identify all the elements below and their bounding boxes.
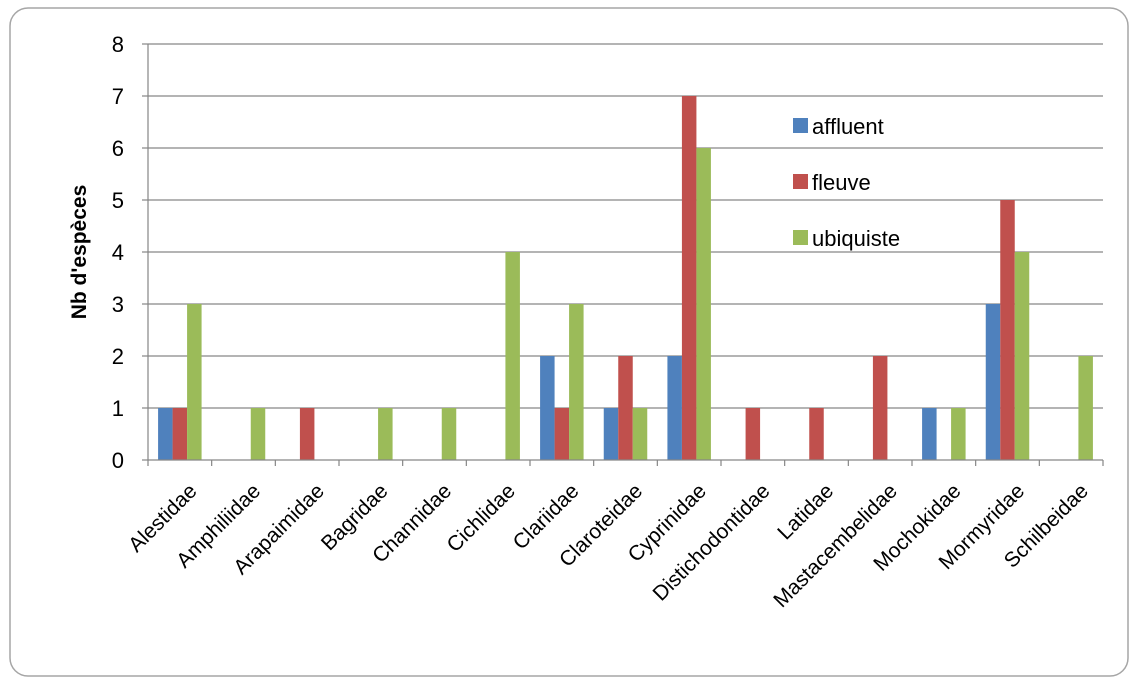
bars <box>158 96 1093 460</box>
bar-ubiquiste-claroteidae <box>632 408 648 460</box>
bar-fleuve-distichodontidae <box>745 408 761 460</box>
bar-affluent-clariidae <box>540 356 555 460</box>
bar-ubiquiste-alestidae <box>187 304 202 460</box>
bar-fleuve-claroteidae <box>618 356 633 460</box>
bar-fleuve-latidae <box>809 408 824 460</box>
bar-ubiquiste-cichlidae <box>505 252 520 460</box>
gridlines <box>148 43 1103 409</box>
y-axis-label: Nb d'espèces <box>68 185 91 320</box>
y-tick-label: 4 <box>112 240 124 265</box>
bar-fleuve-arapaimidae <box>299 408 315 460</box>
bar-ubiquiste-clariidae <box>569 304 584 460</box>
y-tick-label: 5 <box>112 188 124 213</box>
bar-ubiquiste-amphiliidae <box>250 408 266 460</box>
y-tick-label: 7 <box>112 84 124 109</box>
bar-affluent-claroteidae <box>603 408 619 460</box>
bar-ubiquiste-mochokidae <box>951 408 966 460</box>
bar-ubiquiste-channidae <box>441 408 457 460</box>
legend-label-fleuve: fleuve <box>812 170 871 195</box>
legend-label-ubiquiste: ubiquiste <box>812 226 900 251</box>
legend: affluent fleuve ubiquiste <box>793 114 900 251</box>
y-tick-label: 0 <box>112 448 124 473</box>
y-tick-label: 3 <box>112 292 124 317</box>
legend-swatch-fleuve <box>793 174 808 189</box>
bar-fleuve-alestidae <box>172 408 188 460</box>
chart-border <box>9 7 1129 677</box>
y-tick-label: 2 <box>112 344 124 369</box>
bar-ubiquiste-cyprinidae <box>696 148 711 460</box>
bar-ubiquiste-mormyridae <box>1014 252 1030 460</box>
bar-ubiquiste-schilbeidae <box>1078 356 1093 460</box>
bar-ubiquiste-bagridae <box>378 408 393 460</box>
y-tick-label: 6 <box>112 136 124 161</box>
legend-swatch-ubiquiste <box>793 230 808 245</box>
bar-affluent-cyprinidae <box>667 356 682 460</box>
bar-fleuve-mastacembelidae <box>872 356 888 460</box>
bar-fleuve-mormyridae <box>1000 200 1015 460</box>
legend-swatch-affluent <box>793 118 808 133</box>
legend-label-affluent: affluent <box>812 114 884 139</box>
bar-fleuve-clariidae <box>554 408 570 460</box>
y-tick-label: 1 <box>112 396 124 421</box>
bar-affluent-alestidae <box>158 408 173 460</box>
bar-affluent-mormyridae <box>985 304 1001 460</box>
bar-fleuve-cyprinidae <box>681 96 697 460</box>
y-tick-label: 8 <box>112 32 124 57</box>
bar-affluent-mochokidae <box>922 408 937 460</box>
